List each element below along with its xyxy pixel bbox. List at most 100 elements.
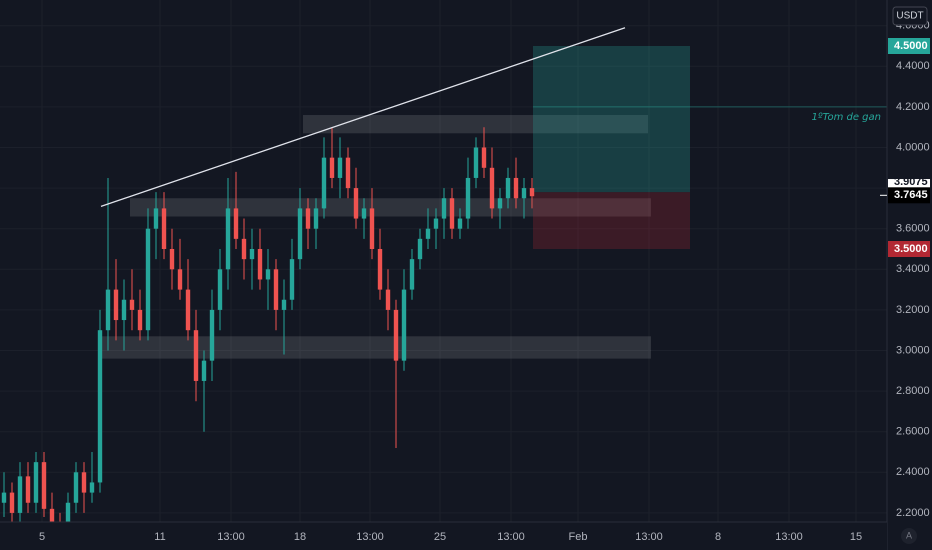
candle-body (17, 476, 23, 513)
candle-body (249, 249, 255, 260)
candle-body (497, 198, 503, 209)
candle-body (137, 309, 143, 331)
candle-body (65, 502, 71, 522)
candle-body (233, 208, 239, 239)
y-tick-label: 3.2000 (896, 304, 930, 316)
candle-body (41, 462, 47, 509)
candle-body (113, 289, 119, 321)
candle-body (105, 289, 111, 331)
auto-scale-icon: A (906, 530, 912, 540)
x-tick-label: 13:00 (217, 531, 245, 543)
y-tick-label: 2.8000 (896, 385, 930, 397)
candle-body (369, 208, 375, 249)
price-axis-panel[interactable] (887, 0, 932, 550)
candle-body (321, 157, 327, 209)
trendline-layer[interactable] (100, 27, 626, 207)
candle-body (393, 309, 399, 361)
hidden-price-badge-label: 3.9075 (894, 176, 928, 188)
zones-layer (99, 115, 651, 359)
x-tick-label: 11 (154, 531, 165, 543)
candle-body (49, 508, 55, 522)
candle-body (201, 360, 207, 381)
candle-body (313, 208, 319, 229)
candle-body (257, 249, 263, 280)
auto-scale-button[interactable] (901, 528, 917, 544)
lower-support-zone (99, 336, 651, 359)
candle-body (33, 462, 39, 503)
upper-resistance-zone (303, 115, 648, 134)
candle-body (161, 208, 167, 249)
candles-layer (1, 127, 535, 525)
candle-body (145, 228, 151, 331)
candle-body (457, 218, 463, 229)
target-price-badge-label: 4.5000 (894, 40, 928, 52)
x-tick-label: 13:00 (356, 531, 384, 543)
stop-zone[interactable] (533, 192, 690, 249)
last-price-badge-label: 3.7645 (894, 189, 928, 201)
time-axis-panel[interactable] (0, 522, 887, 550)
candle-body (225, 208, 231, 270)
trendline[interactable] (100, 27, 626, 207)
profit-zone[interactable] (533, 46, 690, 193)
candle-body (377, 249, 383, 290)
candle-body (193, 330, 199, 381)
candle-body (217, 269, 223, 310)
y-tick-label: 2.4000 (896, 466, 930, 478)
x-tick-label: 15 (850, 531, 862, 543)
candle-body (81, 472, 87, 493)
target-price-badge (888, 38, 930, 54)
candle-body (513, 177, 519, 199)
candle-body (185, 289, 191, 331)
time-axis[interactable]: 5 11 13:00 18 13:00 25 13:00 Feb 13:00 8 13:00 15 (0, 521, 887, 550)
candle-body (481, 147, 487, 168)
candle-body (345, 157, 351, 189)
candle-body (97, 330, 103, 483)
x-tick-label: 18 (294, 531, 306, 543)
candle-body (241, 238, 247, 260)
candle-body (353, 188, 359, 219)
stop-price-badge (888, 241, 930, 257)
y-tick-label: 4.4000 (896, 60, 930, 72)
candle-body (361, 208, 367, 219)
x-tick-label: 25 (434, 531, 446, 543)
candle-body (281, 299, 287, 310)
candle-body (129, 299, 135, 310)
x-tick-label: 13:00 (635, 531, 663, 543)
candle-body (153, 208, 159, 229)
candle-body (297, 208, 303, 260)
candle-body (417, 238, 423, 260)
y-tick-label: 4.2000 (896, 101, 930, 113)
x-tick-label: 8 (715, 531, 721, 543)
long-position-tool[interactable] (533, 46, 690, 249)
candle-body (177, 269, 183, 290)
annotation-layer: 1ºTom de gan (533, 106, 887, 123)
candle-body (25, 476, 31, 503)
y-tick-label: 3.6000 (896, 223, 930, 235)
candle-body (289, 259, 295, 300)
candle-body (305, 208, 311, 229)
candle-body (265, 269, 271, 280)
candle-body (89, 482, 95, 493)
currency-label: USDT (896, 11, 923, 22)
axis-corner: USDT A (892, 6, 928, 544)
candle-body (1, 492, 7, 503)
y-tick-label: 4.0000 (896, 141, 930, 153)
candle-body (337, 157, 343, 178)
candle-body (473, 147, 479, 178)
middle-support-zone (130, 198, 651, 217)
candle-body (209, 309, 215, 361)
y-tick-label: 2.6000 (896, 426, 930, 438)
price-badges: 3.9075 4.5000 3.5000 3.7645 (880, 38, 930, 257)
candle-body (433, 218, 439, 229)
last-price-badge (888, 187, 930, 204)
stop-price-badge-label: 3.5000 (894, 243, 928, 255)
y-tick-label: 3.4000 (896, 263, 930, 275)
currency-button[interactable] (892, 6, 928, 26)
price-axis[interactable]: 4.60004.40004.20004.00003.80003.60003.40… (886, 0, 932, 550)
x-tick-label: 5 (39, 531, 45, 543)
candle-body (409, 259, 415, 290)
hidden-price-badge (888, 179, 930, 190)
